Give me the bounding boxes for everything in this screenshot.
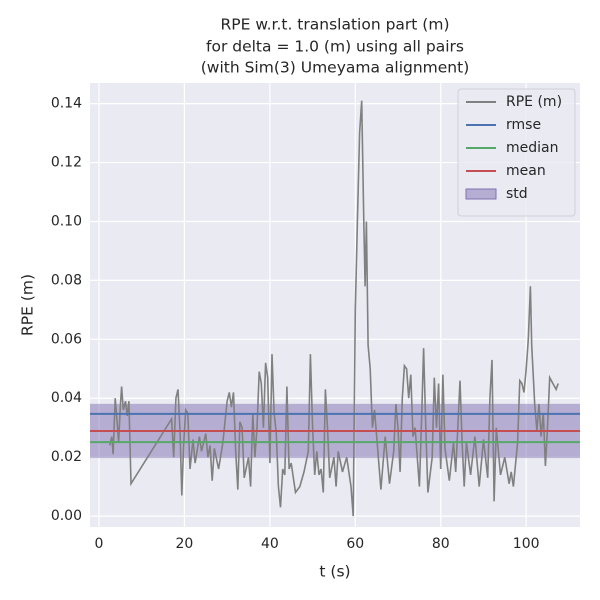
legend: RPE (m) rmse median mean std bbox=[457, 88, 576, 217]
y-tick-label: 0.12 bbox=[51, 155, 82, 171]
rpe-line bbox=[108, 100, 559, 517]
legend-label: mean bbox=[506, 163, 546, 179]
x-axis-label: t (s) bbox=[319, 563, 350, 581]
legend-label: std bbox=[506, 186, 528, 202]
y-tick-label: 0.02 bbox=[51, 449, 82, 465]
y-axis-label: RPE (m) bbox=[19, 274, 37, 336]
y-tick-label: 0.08 bbox=[51, 272, 82, 288]
x-tick-label: 0 bbox=[95, 536, 104, 552]
x-tick-label: 100 bbox=[513, 536, 540, 552]
legend-label: median bbox=[506, 140, 558, 156]
legend-label: RPE (m) bbox=[506, 94, 562, 110]
x-tick-label: 20 bbox=[175, 536, 193, 552]
chart-title: for delta = 1.0 (m) using all pairs bbox=[206, 38, 464, 56]
y-tick-label: 0.14 bbox=[51, 96, 82, 112]
legend-swatch bbox=[465, 188, 497, 200]
labels: 0 20 40 60 80 100 0.00 0.02 0.04 0.06 0.08 0.10 0.12… bbox=[51, 96, 540, 552]
chart-title: (with Sim(3) Umeyama alignment) bbox=[201, 59, 470, 77]
y-tick-label: 0.06 bbox=[51, 331, 82, 347]
legend-label: rmse bbox=[506, 117, 541, 133]
x-tick-label: 80 bbox=[432, 536, 450, 552]
x-tick-label: 40 bbox=[261, 536, 279, 552]
chart-title: RPE w.r.t. translation part (m) bbox=[220, 16, 449, 34]
marks bbox=[90, 100, 580, 517]
y-tick-label: 0.10 bbox=[51, 213, 82, 229]
y-tick-label: 0.00 bbox=[51, 508, 82, 524]
legend-box bbox=[457, 88, 576, 217]
x-tick-label: 60 bbox=[346, 536, 364, 552]
y-tick-label: 0.04 bbox=[51, 390, 82, 406]
